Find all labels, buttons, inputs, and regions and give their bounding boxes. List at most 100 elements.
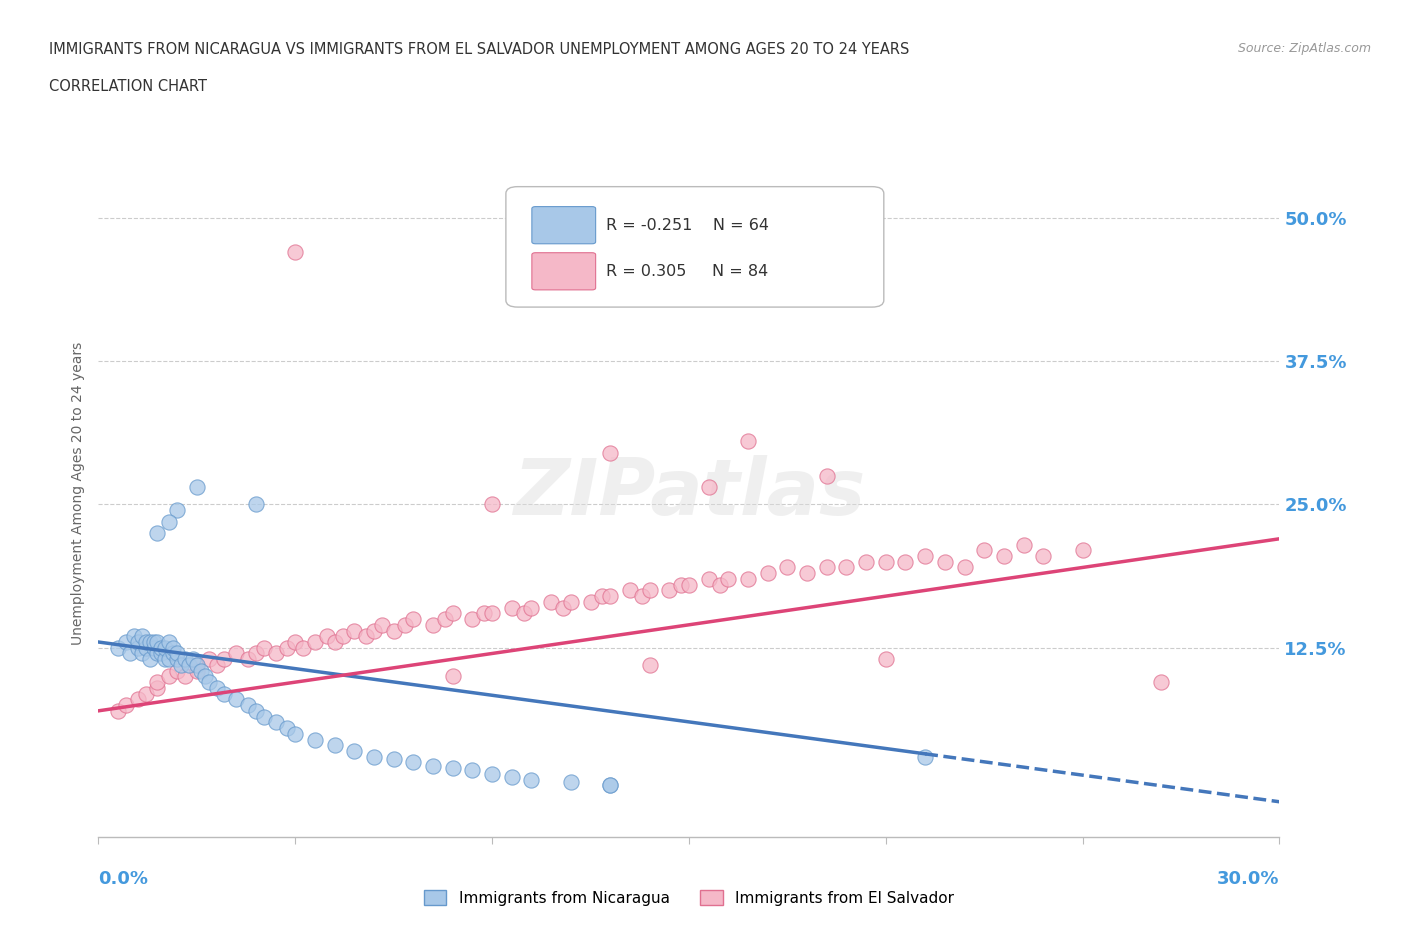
Point bbox=[343, 623, 366, 638]
Point bbox=[737, 572, 759, 587]
Point bbox=[363, 750, 385, 764]
Point bbox=[276, 721, 298, 736]
Point bbox=[363, 623, 385, 638]
Point bbox=[914, 750, 936, 764]
Point bbox=[245, 497, 267, 512]
Point bbox=[157, 652, 180, 667]
Point bbox=[150, 641, 173, 656]
Point bbox=[157, 634, 180, 649]
Legend: Immigrants from Nicaragua, Immigrants from El Salvador: Immigrants from Nicaragua, Immigrants fr… bbox=[418, 884, 960, 912]
Point bbox=[127, 692, 149, 707]
Point bbox=[343, 744, 366, 759]
Point bbox=[599, 445, 621, 460]
Point bbox=[658, 583, 681, 598]
Point bbox=[520, 600, 543, 615]
Point bbox=[155, 641, 177, 656]
Point bbox=[599, 777, 621, 792]
Point bbox=[292, 641, 315, 656]
Point bbox=[284, 245, 307, 259]
Point bbox=[579, 594, 602, 609]
Point bbox=[138, 634, 160, 649]
Point bbox=[253, 641, 276, 656]
Point bbox=[441, 669, 464, 684]
Point bbox=[127, 641, 149, 656]
Point bbox=[304, 634, 326, 649]
Point bbox=[855, 554, 877, 569]
Point bbox=[630, 589, 652, 604]
Point bbox=[993, 549, 1015, 564]
Point bbox=[512, 606, 534, 621]
Point bbox=[166, 663, 188, 678]
Point bbox=[441, 761, 464, 776]
Point bbox=[157, 669, 180, 684]
Point bbox=[166, 646, 188, 661]
Point bbox=[284, 634, 307, 649]
Point bbox=[697, 480, 720, 495]
Point bbox=[382, 623, 405, 638]
Point bbox=[107, 641, 129, 656]
Point bbox=[127, 634, 149, 649]
Text: R = 0.305     N = 84: R = 0.305 N = 84 bbox=[606, 264, 769, 279]
Point bbox=[973, 543, 995, 558]
Text: ZIPatlas: ZIPatlas bbox=[513, 455, 865, 531]
Point bbox=[214, 652, 236, 667]
Point bbox=[472, 606, 495, 621]
Point bbox=[236, 698, 259, 712]
Point bbox=[146, 525, 169, 540]
Point bbox=[481, 497, 503, 512]
Point bbox=[186, 658, 208, 672]
Point bbox=[122, 629, 145, 644]
Point bbox=[697, 572, 720, 587]
Point bbox=[214, 686, 236, 701]
Point bbox=[135, 686, 157, 701]
Point bbox=[142, 634, 165, 649]
Point bbox=[540, 594, 562, 609]
Point bbox=[186, 658, 208, 672]
Point bbox=[146, 681, 169, 696]
FancyBboxPatch shape bbox=[506, 187, 884, 307]
Point bbox=[131, 646, 153, 661]
Point bbox=[236, 652, 259, 667]
Point bbox=[737, 434, 759, 449]
Point bbox=[197, 652, 219, 667]
Point bbox=[422, 759, 444, 774]
Point bbox=[225, 692, 247, 707]
Point bbox=[441, 606, 464, 621]
Point bbox=[253, 710, 276, 724]
Point bbox=[422, 618, 444, 632]
Point bbox=[371, 618, 394, 632]
Point bbox=[953, 560, 976, 575]
Point bbox=[591, 589, 613, 604]
Point bbox=[599, 589, 621, 604]
Point bbox=[131, 629, 153, 644]
Point bbox=[107, 703, 129, 718]
Point bbox=[166, 503, 188, 518]
Point bbox=[354, 629, 377, 644]
Point bbox=[560, 775, 582, 790]
Point bbox=[914, 549, 936, 564]
Point bbox=[142, 641, 165, 656]
Point bbox=[551, 600, 574, 615]
Point bbox=[115, 698, 138, 712]
Point bbox=[181, 652, 204, 667]
Point bbox=[166, 652, 188, 667]
Point bbox=[170, 658, 193, 672]
Point bbox=[245, 646, 267, 661]
Point bbox=[835, 560, 858, 575]
Point bbox=[638, 583, 661, 598]
Point bbox=[520, 772, 543, 787]
Point bbox=[875, 652, 897, 667]
Point bbox=[186, 480, 208, 495]
Point bbox=[205, 658, 228, 672]
Point bbox=[146, 634, 169, 649]
Point bbox=[709, 578, 731, 592]
Text: CORRELATION CHART: CORRELATION CHART bbox=[49, 79, 207, 94]
Point bbox=[225, 646, 247, 661]
Point bbox=[1071, 543, 1094, 558]
Point bbox=[1012, 538, 1035, 552]
Point bbox=[433, 612, 456, 627]
Point bbox=[276, 641, 298, 656]
Text: 30.0%: 30.0% bbox=[1218, 870, 1279, 888]
Point bbox=[205, 681, 228, 696]
Point bbox=[186, 663, 208, 678]
